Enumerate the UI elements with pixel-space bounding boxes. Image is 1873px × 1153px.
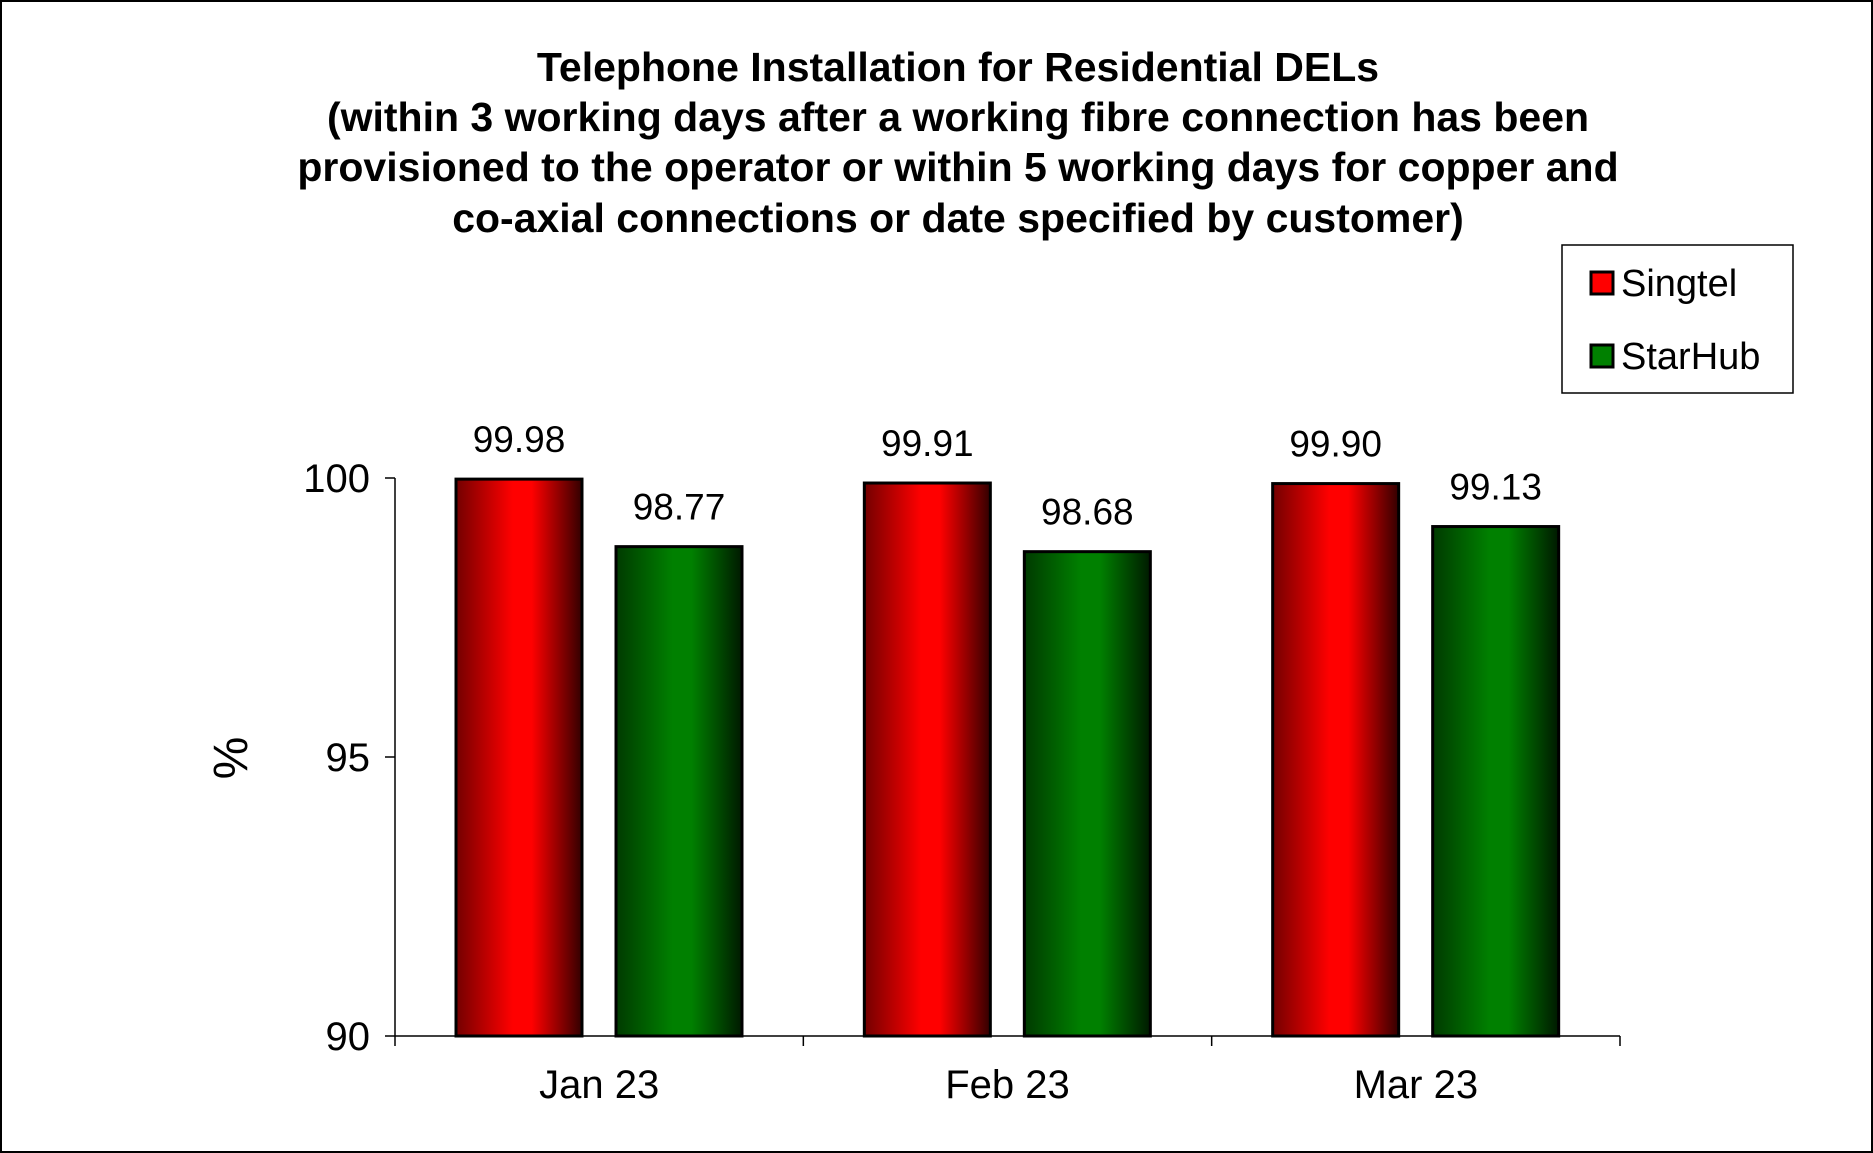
bar-starhub-feb-23 bbox=[1022, 550, 1152, 1038]
bar-singtel-feb-23 bbox=[862, 481, 992, 1038]
y-tick-label: 95 bbox=[326, 736, 371, 780]
legend: Singtel StarHub bbox=[1561, 244, 1794, 394]
chart-title-line: co-axial connections or date specified b… bbox=[452, 195, 1464, 241]
data-label: 99.91 bbox=[881, 423, 974, 464]
chart-title: Telephone Installation for Residential D… bbox=[297, 44, 1618, 241]
bar-singtel-jan-23 bbox=[454, 477, 584, 1038]
y-tick-label: 100 bbox=[303, 457, 370, 501]
y-axis-label: % bbox=[205, 737, 258, 780]
bar-singtel-mar-23 bbox=[1271, 482, 1401, 1038]
chart-title-line: Telephone Installation for Residential D… bbox=[537, 44, 1379, 90]
data-label: 99.13 bbox=[1449, 467, 1542, 508]
legend-label-starhub: StarHub bbox=[1621, 336, 1760, 378]
bar-starhub-mar-23 bbox=[1431, 525, 1561, 1038]
data-labels: 99.98 98.77 99.91 98.68 99.90 99.13 bbox=[473, 419, 1542, 533]
chart-title-line: provisioned to the operator or within 5 … bbox=[297, 144, 1618, 190]
x-tick-label: Jan 23 bbox=[539, 1063, 659, 1107]
data-label: 98.77 bbox=[633, 487, 726, 528]
bars bbox=[454, 477, 1561, 1038]
y-tick-label: 90 bbox=[326, 1015, 371, 1059]
legend-swatch-starhub bbox=[1589, 343, 1615, 369]
data-label: 99.90 bbox=[1289, 424, 1382, 465]
legend-label-singtel: Singtel bbox=[1621, 263, 1737, 305]
data-label: 99.98 bbox=[473, 419, 566, 460]
x-tick-label: Mar 23 bbox=[1354, 1063, 1479, 1107]
axes: 90 95 100 Jan 23 Feb 23 Mar 23% bbox=[205, 457, 1621, 1107]
chart-title-line: (within 3 working days after a working f… bbox=[327, 94, 1589, 140]
legend-swatch-singtel bbox=[1589, 270, 1615, 296]
data-label: 98.68 bbox=[1041, 492, 1134, 533]
bar-starhub-jan-23 bbox=[614, 545, 744, 1038]
x-tick-label: Feb 23 bbox=[945, 1063, 1070, 1107]
